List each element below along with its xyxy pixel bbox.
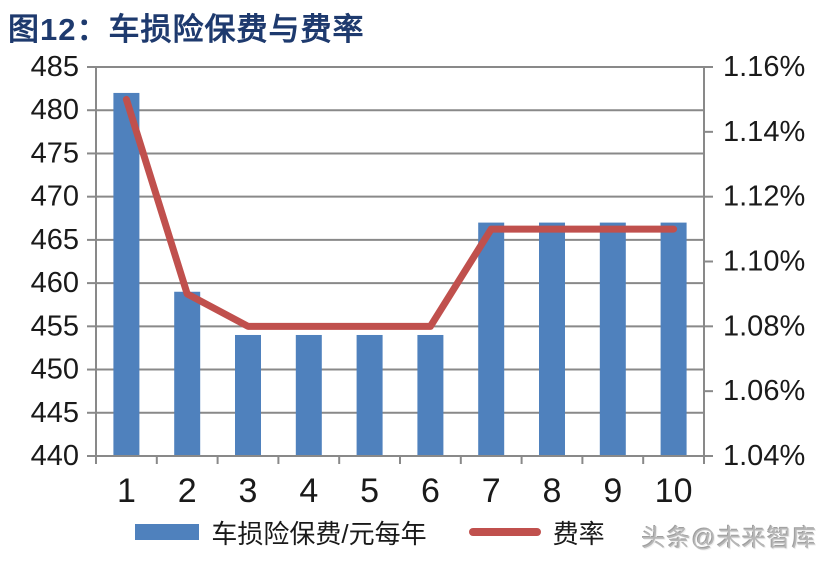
y-axis-label-right: 1.08% [723,310,805,342]
y-axis-label-left: 440 [31,440,79,472]
bar [539,222,565,456]
y-axis-label-right: 1.16% [723,51,805,83]
line-series-swatch-icon [468,528,541,536]
x-axis-label: 8 [543,472,562,510]
x-axis-label: 4 [299,472,318,510]
watermark: 头条@未来智库 [641,525,817,552]
x-axis-label: 7 [482,472,501,510]
y-axis-label-left: 485 [31,51,79,83]
x-axis-label: 1 [117,472,136,510]
y-axis-label-right: 1.04% [723,440,805,472]
bar-series-swatch-icon [135,524,200,540]
bar [478,222,505,456]
y-axis-label-left: 450 [31,354,79,386]
y-axis-label-left: 475 [31,137,79,169]
x-axis-label: 2 [178,472,197,510]
figure-title: 图12：车损险保费与费率 [8,12,365,47]
y-axis-label-left: 480 [31,94,79,126]
y-axis-label-right: 1.12% [723,181,805,213]
y-axis-label-left: 465 [31,224,79,256]
y-axis-label-right: 1.14% [723,116,805,148]
premium-rate-chart: 4404454504554604654704754804851.04%1.06%… [31,51,806,510]
y-axis-label-left: 445 [31,397,79,429]
y-axis-label-right: 1.10% [723,246,805,278]
x-axis-label: 6 [421,472,440,510]
bar [235,334,261,456]
bar-series-legend-label: 车损险保费/元每年 [211,518,427,549]
bar [295,334,322,456]
bar [417,334,444,456]
line-series-legend-label: 费率 [552,518,605,549]
x-axis-label: 10 [655,472,693,510]
bar [599,222,626,456]
x-axis-label: 5 [360,472,379,510]
rate-line [122,95,678,330]
y-axis-label-left: 470 [31,181,79,213]
x-axis-label: 9 [603,472,622,510]
y-axis-label-right: 1.06% [723,375,805,407]
bar [174,291,201,456]
bar [113,92,140,456]
chart-legend: 车损险保费/元每年 费率 [0,516,740,549]
bar [356,334,383,456]
x-axis-label: 3 [239,472,258,510]
y-axis-label-left: 460 [31,267,79,299]
bar [660,222,687,456]
y-axis-label-left: 455 [31,310,79,342]
